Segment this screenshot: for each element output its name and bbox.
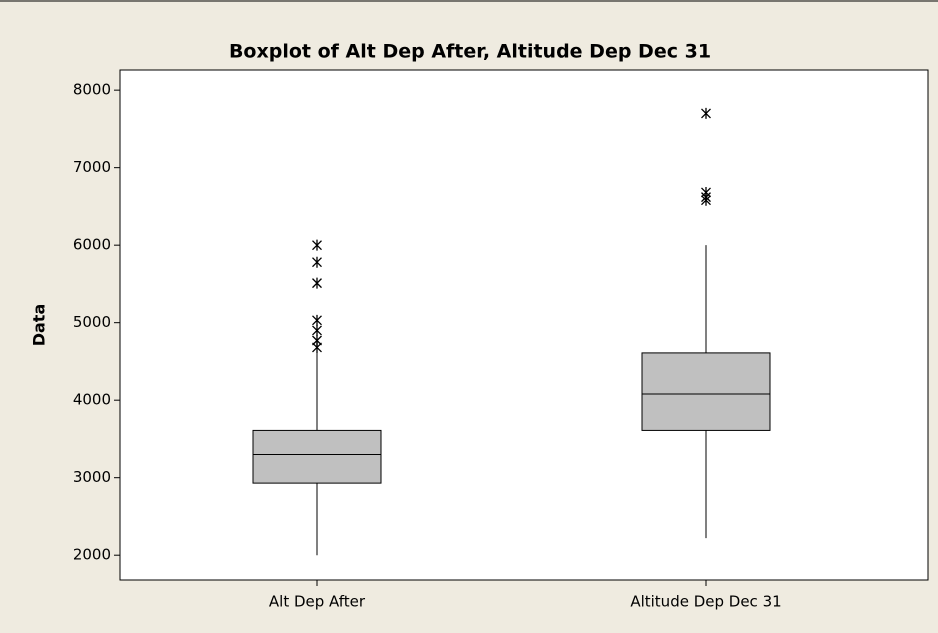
y-axis-label: Data xyxy=(30,304,49,347)
outlier xyxy=(312,256,322,268)
outlier xyxy=(701,107,711,119)
plot-area xyxy=(119,69,929,581)
outlier xyxy=(312,324,322,336)
outlier xyxy=(312,277,322,289)
box xyxy=(641,352,771,431)
y-tick-label: 4000 xyxy=(73,391,111,409)
outlier xyxy=(312,239,322,251)
y-tick-label: 2000 xyxy=(73,546,111,564)
y-tick-label: 7000 xyxy=(73,158,111,176)
box xyxy=(252,429,382,484)
y-tick-label: 8000 xyxy=(73,81,111,99)
outlier xyxy=(701,194,711,206)
x-tick-label: Alt Dep After xyxy=(269,593,366,611)
outlier xyxy=(312,314,322,326)
outlier xyxy=(312,341,322,353)
y-tick-label: 3000 xyxy=(73,468,111,486)
y-tick-label: 6000 xyxy=(73,236,111,254)
chart-title: Boxplot of Alt Dep After, Altitude Dep D… xyxy=(229,41,711,63)
x-tick-label: Altitude Dep Dec 31 xyxy=(630,593,781,611)
y-tick-label: 5000 xyxy=(73,313,111,331)
